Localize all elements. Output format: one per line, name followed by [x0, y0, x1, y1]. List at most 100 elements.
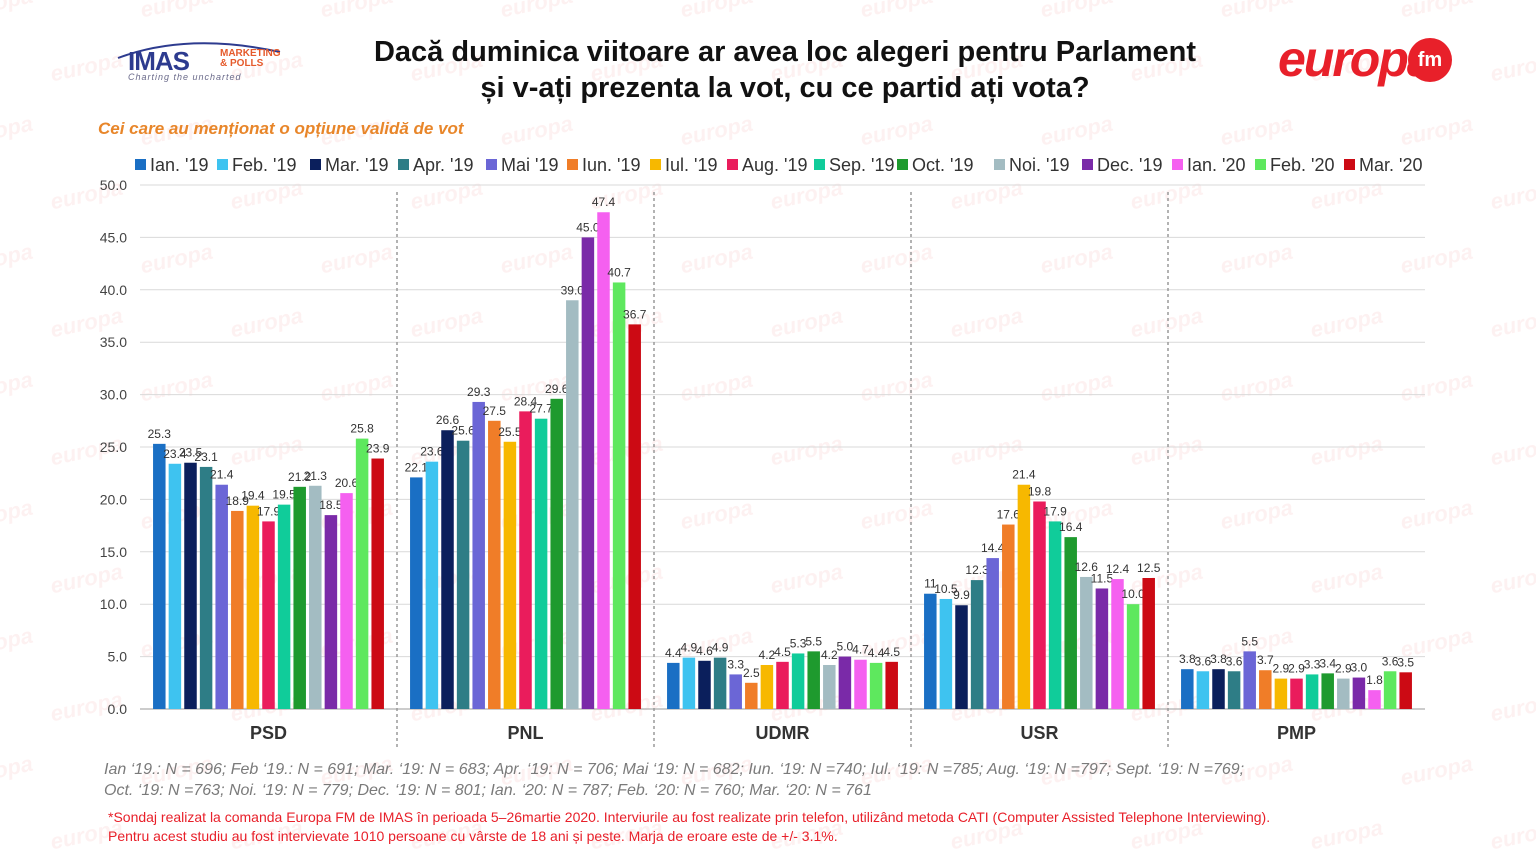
- title-line-1: Dacă duminica viitoare ar avea loc alege…: [373, 36, 1196, 68]
- data-label: 12.5: [1137, 561, 1161, 575]
- data-label: 3.8: [1179, 652, 1196, 666]
- data-label: 3.7: [1257, 653, 1274, 667]
- imas-logo-sub2: & POLLS: [220, 58, 264, 69]
- watermark-text: europa: [318, 0, 396, 23]
- bar: [1111, 579, 1124, 709]
- data-label: 2.9: [1335, 662, 1352, 676]
- category-label: PSD: [250, 723, 287, 743]
- bar: [885, 661, 898, 709]
- legend-swatch: [217, 159, 228, 170]
- europa-fm-logo: europa fm: [1278, 30, 1488, 90]
- bar: [1080, 576, 1093, 709]
- legend-swatch: [1255, 159, 1266, 170]
- data-label: 18.9: [226, 494, 250, 508]
- watermark-text: europa: [498, 0, 576, 23]
- bar: [838, 656, 852, 709]
- bar: [1017, 484, 1031, 709]
- data-label: 4.4: [665, 646, 682, 660]
- data-label: 3.6: [1382, 654, 1399, 668]
- data-label: 25.5: [498, 425, 522, 439]
- bar: [1033, 501, 1046, 709]
- bar: [1337, 678, 1350, 709]
- data-label: 4.9: [681, 641, 698, 655]
- y-tick-label: 40.0: [100, 282, 127, 298]
- y-tick-label: 5.0: [108, 649, 128, 665]
- y-tick-label: 0.0: [108, 701, 128, 717]
- legend-label: Dec. '19: [1097, 155, 1162, 175]
- bar: [153, 443, 166, 709]
- data-label: 2.5: [743, 666, 760, 680]
- bar: [1259, 670, 1272, 709]
- data-label: 25.6: [451, 424, 475, 438]
- data-label: 4.4: [868, 646, 885, 660]
- data-label: 19.5: [272, 488, 296, 502]
- legend-label: Sep. '19: [829, 155, 895, 175]
- sample-size-notes: Ian ‘19.: N = 696; Feb ‘19.: N = 691; Ma…: [104, 759, 1404, 801]
- legend-label: Apr. '19: [413, 155, 473, 175]
- watermark-text: europa: [1488, 46, 1536, 87]
- legend-swatch: [310, 159, 321, 170]
- notes-line-1: Ian ‘19.: N = 696; Feb ‘19.: N = 691; Ma…: [104, 761, 1245, 778]
- data-label: 36.7: [623, 307, 647, 321]
- data-label: 47.4: [592, 195, 616, 209]
- bar: [519, 411, 532, 709]
- data-label: 23.4: [163, 447, 187, 461]
- legend-label: Noi. '19: [1009, 155, 1069, 175]
- bar: [309, 485, 322, 709]
- data-label: 5.5: [1241, 634, 1258, 648]
- bar: [355, 438, 369, 709]
- bar: [456, 440, 470, 709]
- data-label: 10.5: [934, 582, 958, 596]
- bar: [184, 462, 197, 709]
- category-label: USR: [1020, 723, 1058, 743]
- y-tick-label: 10.0: [100, 596, 127, 612]
- bar: [262, 521, 275, 709]
- data-label: 25.8: [350, 422, 374, 436]
- data-label: 14.4: [981, 541, 1005, 555]
- methodology-footer: *Sondaj realizat la comanda Europa FM de…: [108, 808, 1428, 846]
- data-label: 27.7: [529, 402, 553, 416]
- data-label: 3.3: [1304, 657, 1321, 671]
- legend-swatch: [1172, 159, 1183, 170]
- category-label: PNL: [508, 723, 544, 743]
- y-tick-label: 25.0: [100, 439, 127, 455]
- data-label: 10.0: [1121, 587, 1145, 601]
- bar: [534, 418, 548, 709]
- bar: [854, 659, 867, 709]
- bar: [215, 484, 228, 709]
- data-label: 23.6: [420, 445, 444, 459]
- bar: [231, 510, 244, 709]
- watermark-text: europa: [1488, 814, 1536, 855]
- watermark-text: europa: [858, 110, 936, 151]
- watermark-text: europa: [1218, 0, 1296, 23]
- data-label: 11.5: [1091, 571, 1114, 585]
- bar: [472, 401, 485, 709]
- data-label: 5.3: [790, 636, 807, 650]
- category-label: PMP: [1277, 723, 1316, 743]
- data-label: 16.4: [1059, 520, 1083, 534]
- bar: [924, 593, 937, 709]
- legend-swatch: [650, 159, 661, 170]
- data-label: 27.5: [483, 404, 507, 418]
- watermark-text: europa: [1398, 110, 1476, 151]
- bar: [1305, 674, 1319, 709]
- data-label: 3.0: [1351, 661, 1368, 675]
- data-label: 23.5: [179, 446, 203, 460]
- data-label: 17.9: [257, 504, 281, 518]
- data-label: 5.5: [805, 634, 822, 648]
- data-label: 25.3: [148, 427, 172, 441]
- bar: [1383, 671, 1397, 709]
- data-label: 3.5: [1397, 655, 1414, 669]
- data-label: 9.9: [953, 588, 970, 602]
- data-label: 17.6: [997, 508, 1021, 522]
- watermark-text: europa: [858, 0, 936, 23]
- data-label: 20.6: [335, 476, 359, 490]
- imas-logo: IMAS MARKETING & POLLS Charting the uncha…: [108, 38, 283, 82]
- y-tick-label: 20.0: [100, 491, 127, 507]
- data-label: 4.9: [712, 641, 729, 655]
- y-tick-label: 35.0: [100, 334, 127, 350]
- data-label: 26.6: [436, 413, 460, 427]
- legend-label: Iun. '19: [582, 155, 640, 175]
- data-label: 22.1: [405, 460, 429, 474]
- title-line-2: și v-ați prezenta la vot, cu ce partid a…: [480, 72, 1090, 104]
